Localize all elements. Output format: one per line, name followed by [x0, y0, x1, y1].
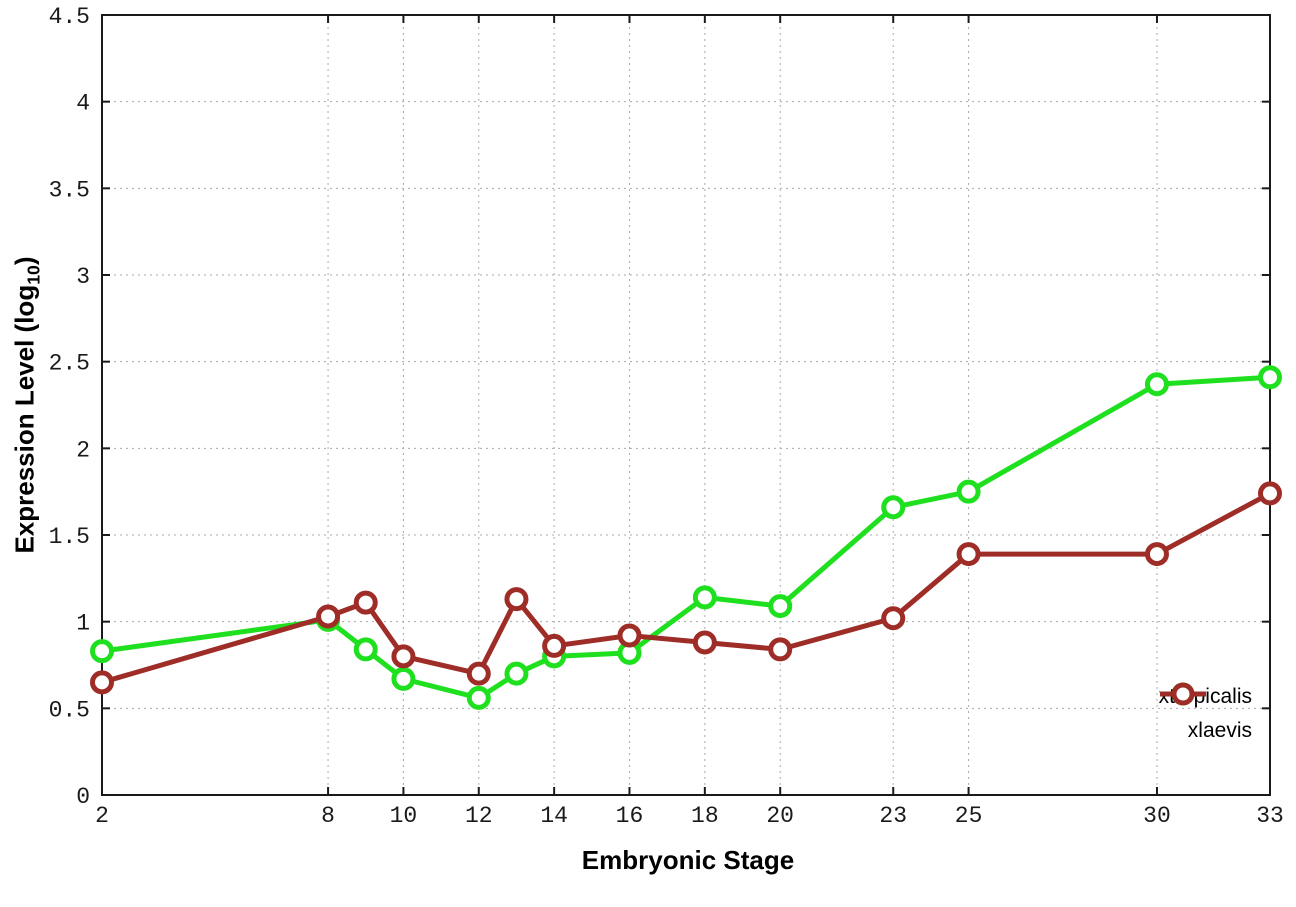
- data-point-xtropicalis: [1144, 372, 1169, 397]
- y-tick-label: 2: [76, 437, 90, 463]
- x-tick-label: 33: [1256, 803, 1284, 829]
- series-line-xlaevis: [99, 490, 1273, 685]
- x-tick-label: 14: [540, 803, 568, 829]
- x-tick-label: 12: [465, 803, 493, 829]
- series-line-xtropicalis: [99, 374, 1273, 701]
- data-point-xlaevis: [391, 644, 416, 669]
- y-axis-label-text: Expression Level (log: [9, 284, 40, 554]
- y-axis-label-suffix: ): [9, 256, 40, 266]
- data-point-xtropicalis: [90, 639, 114, 664]
- data-point-xtropicalis: [466, 685, 491, 710]
- data-point-xlaevis: [768, 637, 793, 662]
- data-point-xlaevis: [881, 606, 906, 631]
- legend-entry-xlaevis: xlaevis: [1159, 682, 1262, 748]
- x-tick-label: 18: [691, 803, 719, 829]
- x-tick-label: 30: [1143, 803, 1171, 829]
- legend: xtropicalis xlaevis: [1159, 680, 1262, 748]
- y-tick-label: 4.5: [49, 4, 90, 30]
- data-point-xlaevis: [1144, 542, 1169, 567]
- data-point-xlaevis: [316, 604, 341, 629]
- data-point-xlaevis: [542, 633, 567, 658]
- y-tick-label: 1: [76, 611, 90, 637]
- legend-label: xlaevis: [1187, 719, 1252, 742]
- data-point-xlaevis: [617, 623, 642, 648]
- y-tick-label: 3: [76, 264, 90, 290]
- x-tick-label: 25: [955, 803, 983, 829]
- y-tick-label: 3.5: [49, 177, 90, 203]
- x-tick-label: 23: [879, 803, 907, 829]
- data-point-xlaevis: [504, 587, 529, 612]
- data-point-xtropicalis: [353, 637, 378, 662]
- data-point-xtropicalis: [692, 585, 717, 610]
- data-point-xtropicalis: [956, 479, 981, 504]
- legend-line-sample-icon: [1159, 682, 1206, 706]
- data-point-xlaevis: [692, 630, 717, 655]
- x-tick-label: 20: [766, 803, 794, 829]
- x-tick-label: 10: [390, 803, 418, 829]
- data-point-xtropicalis: [504, 661, 529, 686]
- data-point-xlaevis: [1258, 481, 1282, 506]
- y-tick-label: 1.5: [49, 524, 90, 550]
- y-axis-label-subscript: 10: [23, 265, 44, 285]
- data-point-xtropicalis: [391, 666, 416, 691]
- data-point-xlaevis: [90, 670, 114, 695]
- data-point-xlaevis: [466, 661, 491, 686]
- plot-border: [101, 14, 1271, 796]
- y-tick-label: 0: [76, 784, 90, 810]
- x-tick-label: 2: [95, 803, 109, 829]
- y-tick-label: 2.5: [49, 351, 90, 377]
- data-point-xlaevis: [353, 590, 378, 615]
- y-tick-label: 4: [76, 91, 90, 117]
- x-axis-label: Embryonic Stage: [581, 845, 795, 875]
- x-tick-label: 16: [616, 803, 644, 829]
- y-tick-label: 0.5: [49, 697, 90, 723]
- x-tick-label: 8: [321, 803, 335, 829]
- data-point-xtropicalis: [1258, 365, 1282, 390]
- data-point-xlaevis: [956, 542, 981, 567]
- data-point-xtropicalis: [768, 594, 793, 619]
- y-axis-label: Expression Level (log10): [9, 256, 44, 553]
- data-point-xtropicalis: [881, 495, 906, 520]
